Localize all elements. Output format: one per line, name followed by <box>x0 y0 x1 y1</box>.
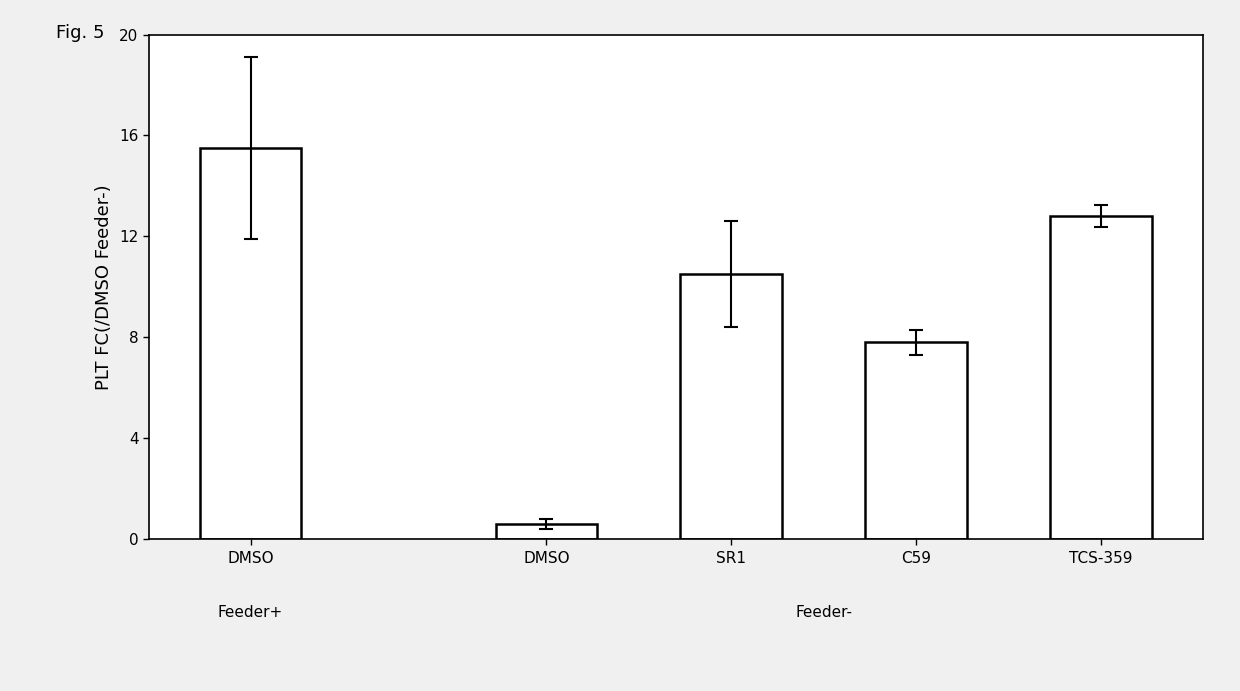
Bar <box>866 342 967 539</box>
Bar <box>681 274 782 539</box>
Text: Feeder+: Feeder+ <box>218 605 283 620</box>
Text: Feeder-: Feeder- <box>795 605 852 620</box>
Bar <box>496 524 598 539</box>
Bar <box>1050 216 1152 539</box>
Y-axis label: PLT FC(/DMSO Feeder-): PLT FC(/DMSO Feeder-) <box>95 184 113 390</box>
Text: Fig. 5: Fig. 5 <box>56 24 104 42</box>
Bar <box>200 148 301 539</box>
